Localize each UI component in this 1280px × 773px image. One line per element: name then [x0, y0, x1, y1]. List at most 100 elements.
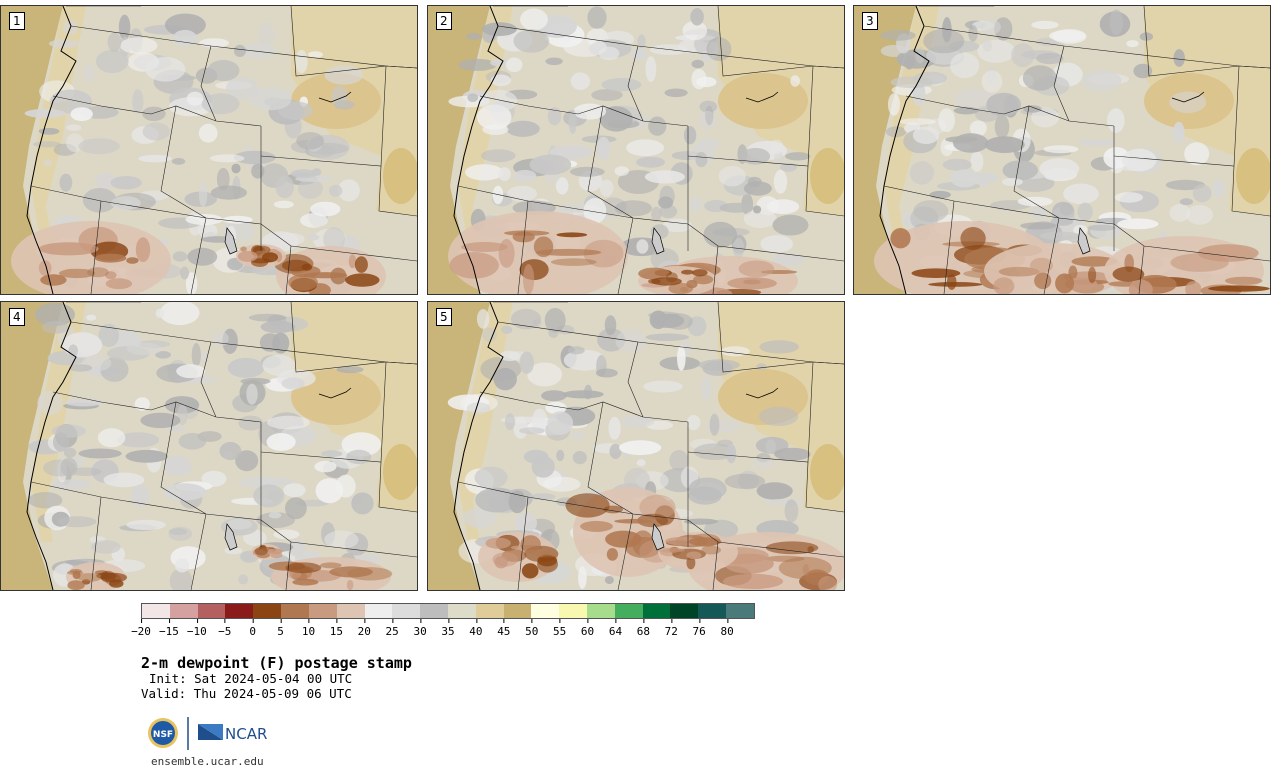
site-url: ensemble.ucar.edu — [151, 755, 264, 768]
colorbar-swatch — [281, 604, 309, 618]
colorbar-swatch — [336, 604, 365, 618]
colorbar-tick: 76 — [693, 619, 706, 638]
state-boundary — [290, 302, 387, 373]
state-boundary — [717, 302, 814, 373]
great-salt-lake — [1077, 227, 1091, 255]
colorbar-swatch — [308, 604, 337, 618]
colorbar-ticks: −20 −15 −10 −5 0 5 10 15 20 25 30 35 40 45 50 55 60 64 68 7… — [131, 619, 755, 639]
member-label: 2 — [436, 12, 452, 30]
state-boundary — [1043, 217, 1060, 294]
state-boundary — [1143, 6, 1240, 77]
state-boundary — [285, 245, 292, 294]
colorbar-swatch — [642, 604, 671, 618]
ocean — [1, 6, 63, 294]
state-boundary — [378, 461, 417, 513]
state-boundary — [30, 481, 417, 558]
colorbar-tick: 60 — [581, 619, 594, 638]
state-boundary — [190, 513, 207, 590]
colorbar-swatch — [587, 604, 615, 618]
state-boundary — [378, 165, 417, 217]
state-boundary — [617, 513, 634, 590]
great-salt-lake — [224, 227, 238, 255]
great-salt-lake — [224, 523, 238, 551]
colorbar-tick: 50 — [525, 619, 538, 638]
state-boundary — [190, 217, 207, 294]
ncar-text: NCAR — [225, 725, 267, 743]
colorbar-swatch — [225, 604, 254, 618]
great-salt-lake — [651, 227, 665, 255]
colorbar-swatch — [531, 604, 560, 618]
colorbar-swatch — [614, 604, 643, 618]
state-boundary — [517, 496, 529, 590]
colorbar-tick: −10 — [187, 619, 207, 638]
colorbar-tick: −15 — [159, 619, 179, 638]
state-boundary — [1053, 45, 1070, 122]
reservoir — [745, 387, 779, 399]
ocean — [428, 6, 490, 294]
colorbar-tick: 10 — [302, 619, 315, 638]
colorbar-tick: 68 — [637, 619, 650, 638]
stamp-panel-3: 3 — [853, 5, 1271, 295]
coastline — [26, 302, 77, 590]
colorbar-tick: 20 — [358, 619, 371, 638]
colorbar-tick: 15 — [330, 619, 343, 638]
state-boundary — [812, 65, 844, 69]
state-boundary — [517, 200, 529, 294]
map-4 — [1, 302, 417, 590]
colorbar-swatch — [503, 604, 532, 618]
chart-title: 2-m dewpoint (F) postage stamp — [141, 654, 412, 672]
colorbar-tick: 30 — [413, 619, 427, 638]
state-boundary — [805, 461, 844, 513]
state-boundary — [160, 401, 207, 515]
member-label: 1 — [9, 12, 25, 30]
member-label: 5 — [436, 308, 452, 326]
great-salt-lake — [651, 523, 665, 551]
state-boundary — [200, 45, 217, 122]
reservoir — [318, 387, 352, 399]
state-boundary — [290, 6, 387, 77]
colorbar-swatch — [253, 604, 282, 618]
state-boundary — [617, 217, 634, 294]
state-boundary — [1013, 105, 1060, 219]
state-boundary — [883, 185, 1270, 262]
state-boundary — [30, 185, 417, 262]
state-boundary — [200, 341, 217, 418]
colorbar-swatch — [197, 604, 226, 618]
colorbar-swatch — [475, 604, 504, 618]
state-boundary — [712, 245, 719, 294]
valid-time: Valid: Thu 2024-05-09 06 UTC — [141, 686, 352, 701]
reservoir — [318, 91, 352, 103]
reservoir — [1171, 91, 1205, 103]
reservoir — [745, 91, 779, 103]
stamp-panel-4: 4 — [0, 301, 418, 591]
colorbar-swatch — [559, 604, 587, 618]
state-boundary — [90, 496, 102, 590]
state-boundary — [812, 361, 844, 365]
state-boundary — [457, 481, 844, 558]
coastline — [453, 302, 504, 590]
colorbar-tick: 40 — [469, 619, 483, 638]
init-time: Init: Sat 2024-05-04 00 UTC — [149, 671, 353, 686]
nsf-ncar-logo: NSF NCAR — [148, 717, 267, 750]
colorbar-swatch — [364, 604, 393, 618]
colorbar-tick: −5 — [218, 619, 231, 638]
colorbar-tick: 72 — [665, 619, 678, 638]
map-2 — [428, 6, 844, 294]
ocean — [428, 302, 490, 590]
colorbar-swatch — [392, 604, 421, 618]
coastline — [26, 6, 77, 294]
state-boundary — [712, 541, 719, 590]
colorbar-tick: 55 — [553, 619, 566, 638]
colorbar-tick: −20 — [131, 619, 151, 638]
colorbar — [141, 603, 755, 619]
stamp-panel-2: 2 — [427, 5, 845, 295]
colorbar-tick: 45 — [497, 619, 510, 638]
colorbar-swatch — [169, 604, 198, 618]
state-boundary — [943, 200, 955, 294]
colorbar-tick: 64 — [609, 619, 622, 638]
state-boundary — [1238, 65, 1270, 69]
coastline — [879, 6, 930, 294]
map-5 — [428, 302, 844, 590]
state-boundary — [717, 6, 814, 77]
colorbar-tick: 35 — [441, 619, 455, 638]
